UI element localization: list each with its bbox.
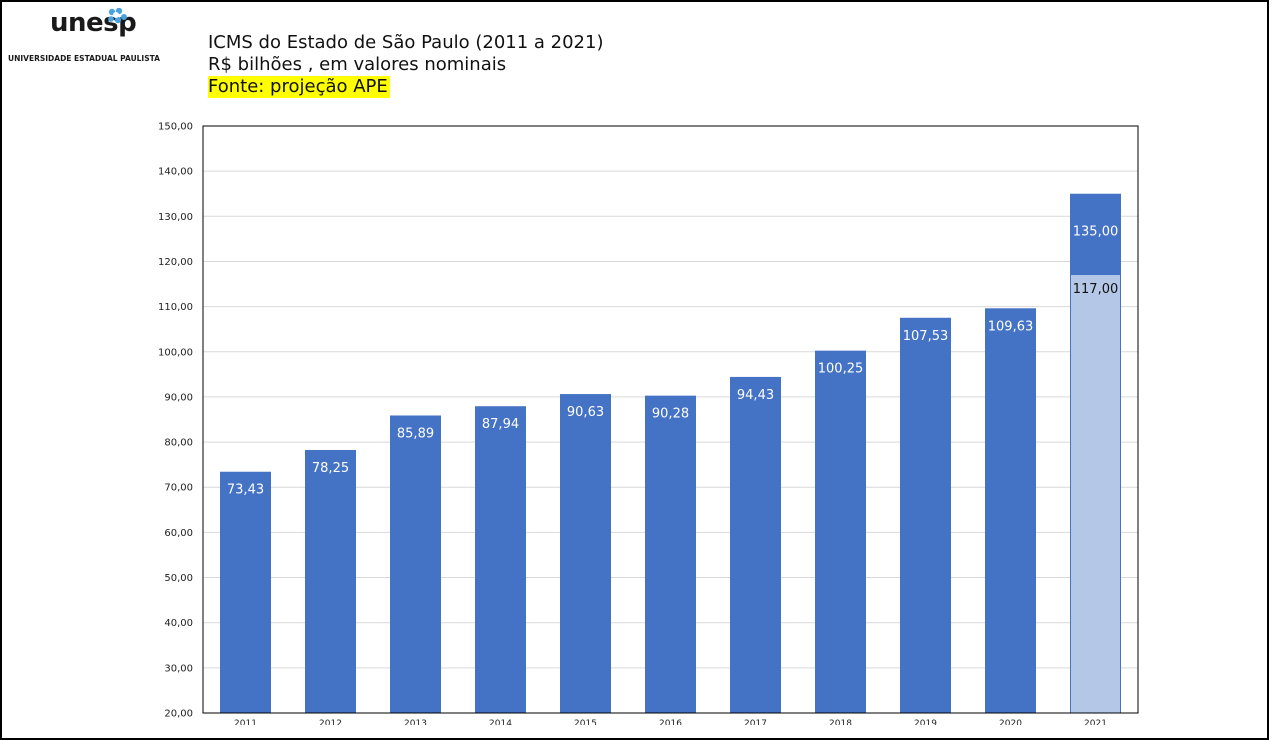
logo-burst-icon — [108, 8, 127, 24]
bar-label: 135,00 — [1073, 225, 1119, 240]
y-tick-label: 60,00 — [164, 528, 193, 539]
x-tick-label: 2011 — [234, 719, 257, 725]
bar-2020 — [985, 308, 1036, 713]
x-tick-label: 2012 — [319, 719, 342, 725]
x-tick-label: 2020 — [999, 719, 1022, 725]
logo-wordmark: unesp — [50, 8, 137, 38]
x-tick-label: 2016 — [659, 719, 682, 725]
y-tick-label: 50,00 — [164, 573, 193, 584]
y-tick-label: 100,00 — [158, 347, 193, 358]
y-tick-label: 120,00 — [158, 257, 193, 268]
x-tick-label: 2019 — [914, 719, 937, 725]
x-tick-label: 2021 — [1084, 719, 1107, 725]
axes: 20,00 30,00 40,00 50,00 60,00 70,00 80,00 90,00… — [158, 122, 1139, 725]
bar-label-projection: 117,00 — [1073, 282, 1119, 297]
bar-2016 — [645, 395, 696, 713]
x-tick-label: 2013 — [404, 719, 427, 725]
chart-header: ICMS do Estado de São Paulo (2011 a 2021… — [208, 32, 603, 98]
x-tick-label: 2015 — [574, 719, 597, 725]
chart-subtitle: R$ bilhões , em valores nominais — [208, 54, 507, 75]
bar-label: 90,63 — [567, 405, 604, 420]
bar-projection-2021 — [1071, 275, 1120, 713]
x-tick-label: 2018 — [829, 719, 852, 725]
y-tick-label: 30,00 — [164, 663, 193, 674]
x-tick-label: 2017 — [744, 719, 767, 725]
bar-label: 87,94 — [482, 417, 519, 432]
chart-title: ICMS do Estado de São Paulo (2011 a 2021… — [208, 32, 604, 53]
bar-label: 109,63 — [988, 319, 1034, 334]
bar-2018 — [815, 350, 866, 713]
y-tick-label: 110,00 — [158, 302, 193, 313]
bar-label: 85,89 — [397, 426, 434, 441]
y-tick-label: 40,00 — [164, 618, 193, 629]
bar-2013 — [390, 415, 441, 713]
y-tick-label: 140,00 — [158, 167, 193, 178]
plot-area-border — [202, 125, 1139, 714]
bar-2011 — [220, 471, 271, 713]
bar-label: 78,25 — [312, 461, 349, 476]
bar-label: 90,28 — [652, 407, 689, 422]
bar-chart: 73,43 78,25 85,89 87,94 90,63 90,28 94,43 100,2… — [158, 122, 1139, 725]
bar-labels: 73,43 78,25 85,89 87,94 90,63 90,28 94,43 100,2… — [227, 225, 1118, 498]
logo-subtitle: UNIVERSIDADE ESTADUAL PAULISTA — [8, 54, 160, 63]
y-tick-label: 80,00 — [164, 438, 193, 449]
bar-label: 94,43 — [737, 388, 774, 403]
unesp-logo: unesp UNIVERSIDADE ESTADUAL PAULISTA — [8, 8, 183, 68]
y-tick-label: 90,00 — [164, 392, 193, 403]
bar-2015 — [560, 394, 611, 713]
chart-source: Fonte: projeção APE — [208, 76, 390, 98]
bars — [220, 193, 1121, 713]
bar-2017 — [730, 376, 781, 713]
bar-label: 100,25 — [818, 362, 864, 377]
x-tick-label: 2014 — [489, 719, 512, 725]
bar-2019 — [900, 317, 951, 713]
bar-label: 107,53 — [903, 329, 949, 344]
bar-2014 — [475, 406, 526, 713]
y-tick-label: 20,00 — [164, 709, 193, 720]
bar-2012 — [305, 449, 356, 713]
bar-label: 73,43 — [227, 483, 264, 498]
y-tick-label: 130,00 — [158, 212, 193, 223]
y-tick-label: 70,00 — [164, 483, 193, 494]
y-tick-label: 150,00 — [158, 122, 193, 133]
